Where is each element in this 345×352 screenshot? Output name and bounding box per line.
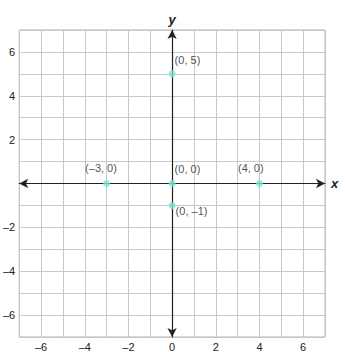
svg-text:–6: –6 [3, 309, 15, 321]
svg-text:2: 2 [213, 341, 219, 352]
svg-text:–6: –6 [35, 341, 47, 352]
svg-text:4: 4 [256, 341, 262, 352]
svg-text:0: 0 [169, 341, 175, 352]
svg-text:–4: –4 [3, 265, 15, 277]
svg-text:6: 6 [300, 341, 306, 352]
svg-text:2: 2 [9, 134, 15, 146]
svg-text:(0, 0): (0, 0) [175, 163, 201, 175]
svg-text:–2: –2 [3, 221, 15, 233]
svg-text:4: 4 [9, 90, 15, 102]
svg-text:(0, –1): (0, –1) [176, 205, 208, 217]
svg-text:–4: –4 [79, 341, 91, 352]
svg-text:–2: –2 [122, 341, 134, 352]
svg-text:x: x [330, 176, 339, 191]
svg-text:(–3, 0): (–3, 0) [85, 162, 117, 174]
svg-text:6: 6 [9, 46, 15, 58]
svg-text:y: y [168, 12, 177, 27]
svg-text:(4, 0): (4, 0) [238, 162, 264, 174]
svg-text:(0, 5): (0, 5) [175, 54, 201, 66]
